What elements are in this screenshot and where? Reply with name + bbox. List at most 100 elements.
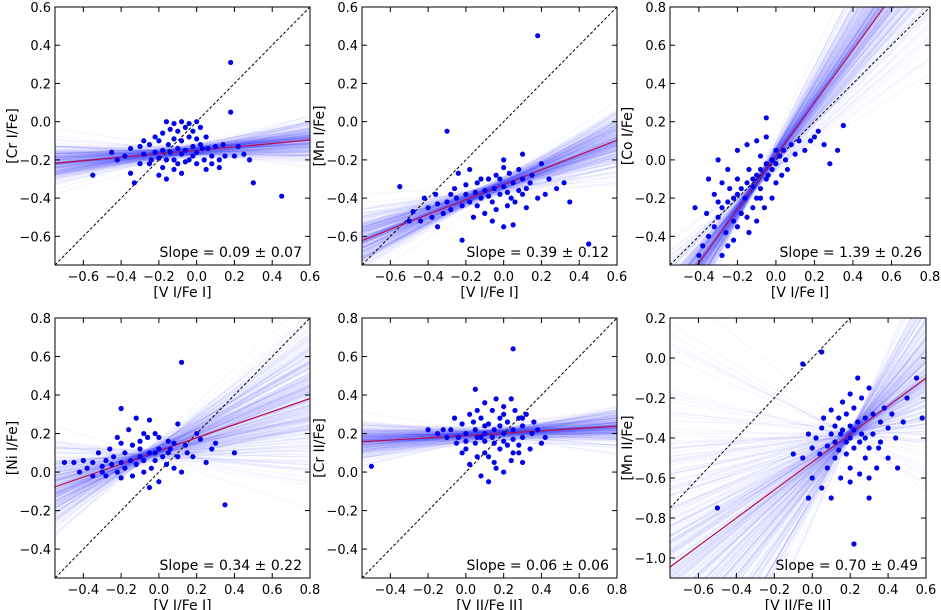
- data-point: [175, 145, 181, 152]
- posterior-line: [361, 422, 618, 440]
- posterior-line: [689, 6, 901, 266]
- posterior-line: [361, 143, 618, 243]
- data-point: [857, 439, 863, 445]
- x-axis-label: [V I/Fe I]: [460, 285, 518, 301]
- posterior-line: [669, 57, 931, 242]
- posterior-line: [693, 6, 892, 266]
- posterior-line: [54, 450, 311, 458]
- posterior-line: [54, 440, 311, 473]
- x-tick-label: 0.0: [149, 583, 170, 598]
- posterior-line: [713, 343, 927, 579]
- posterior-line: [54, 441, 311, 479]
- best-fit-line: [696, 6, 885, 266]
- posterior-line: [54, 410, 311, 482]
- posterior-line: [54, 421, 311, 482]
- posterior-line: [361, 148, 618, 235]
- data-point: [881, 405, 887, 411]
- posterior-line: [361, 427, 618, 444]
- posterior-line: [669, 384, 927, 554]
- posterior-line: [361, 116, 618, 253]
- posterior-line: [669, 432, 927, 435]
- data-point: [90, 172, 96, 178]
- posterior-line: [54, 387, 311, 492]
- data-point: [165, 438, 171, 444]
- data-point: [763, 134, 769, 140]
- posterior-line: [679, 6, 916, 266]
- posterior-line: [361, 420, 618, 441]
- posterior-line: [364, 117, 618, 266]
- posterior-line: [673, 6, 925, 266]
- data-point: [843, 411, 849, 417]
- data-point: [516, 442, 522, 448]
- data-point: [228, 59, 234, 66]
- y-tick-label: −0.4: [634, 432, 666, 447]
- posterior-line: [54, 419, 311, 474]
- posterior-line: [361, 414, 618, 459]
- posterior-line: [669, 391, 927, 530]
- posterior-line: [54, 146, 311, 153]
- posterior-line: [669, 347, 927, 471]
- posterior-line: [54, 128, 311, 172]
- data-point: [821, 415, 827, 421]
- posterior-line: [54, 398, 311, 490]
- data-point: [523, 185, 529, 192]
- posterior-line: [361, 165, 618, 236]
- data-point: [523, 205, 529, 211]
- posterior-line: [54, 138, 311, 160]
- data-point: [163, 119, 170, 125]
- data-point: [156, 138, 162, 144]
- data-point: [433, 191, 439, 197]
- posterior-line: [716, 6, 848, 266]
- posterior-line: [687, 6, 910, 266]
- posterior-line: [669, 385, 927, 542]
- data-point: [482, 400, 488, 406]
- data-point: [705, 176, 712, 182]
- data-point: [827, 161, 833, 167]
- posterior-line: [669, 380, 927, 569]
- posterior-line: [361, 135, 618, 249]
- posterior-line: [54, 321, 311, 534]
- data-point: [855, 375, 861, 381]
- posterior-line: [785, 317, 906, 579]
- data-point: [165, 142, 171, 148]
- posterior-line: [361, 143, 618, 230]
- posterior-line: [54, 133, 311, 161]
- data-point: [696, 252, 702, 259]
- data-point: [186, 120, 192, 127]
- posterior-line: [714, 354, 927, 579]
- posterior-line: [361, 156, 618, 218]
- data-point: [847, 479, 853, 485]
- data-point: [440, 210, 446, 216]
- posterior-line: [54, 418, 311, 472]
- x-tick-label: 0.8: [920, 270, 941, 285]
- posterior-line: [361, 434, 618, 437]
- posterior-line: [728, 337, 927, 579]
- posterior-line: [669, 411, 927, 444]
- posterior-line: [698, 6, 867, 266]
- posterior-line: [361, 156, 618, 228]
- posterior-line: [669, 384, 927, 543]
- posterior-line: [361, 425, 618, 437]
- data-point: [866, 495, 872, 501]
- posterior-line: [764, 317, 919, 579]
- posterior-line: [361, 160, 618, 215]
- posterior-line: [361, 422, 618, 451]
- data-point: [824, 443, 830, 449]
- posterior-line: [54, 136, 311, 162]
- data-point: [114, 157, 120, 163]
- posterior-line: [669, 400, 927, 521]
- data-point: [894, 465, 901, 471]
- data-point: [838, 475, 844, 481]
- posterior-line: [54, 132, 311, 165]
- posterior-line: [669, 406, 927, 502]
- posterior-line: [717, 355, 927, 579]
- posterior-line: [361, 422, 618, 433]
- posterior-line: [361, 128, 618, 249]
- data-point: [757, 195, 764, 201]
- y-tick-label: 0.6: [645, 39, 666, 54]
- posterior-line: [361, 150, 618, 225]
- posterior-line: [677, 369, 927, 579]
- posterior-line: [724, 348, 927, 579]
- data-point: [723, 229, 729, 236]
- data-point: [535, 427, 541, 433]
